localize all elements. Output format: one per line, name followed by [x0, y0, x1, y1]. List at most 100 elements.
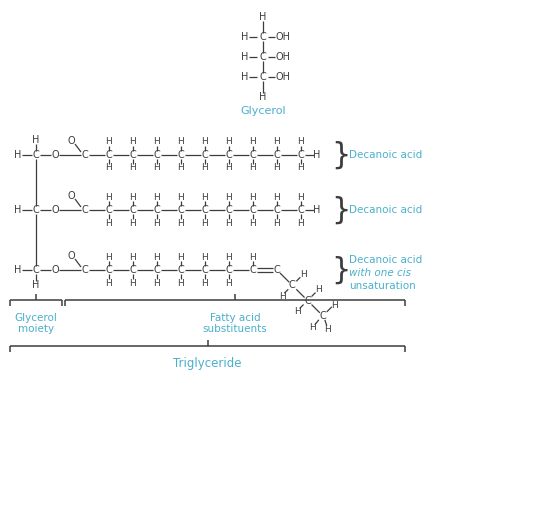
Text: H: H: [153, 252, 160, 261]
Text: H: H: [14, 150, 22, 160]
Text: C: C: [319, 311, 326, 321]
Text: H: H: [153, 137, 160, 147]
Text: H: H: [202, 252, 208, 261]
Text: H: H: [153, 218, 160, 228]
Text: H: H: [153, 193, 160, 201]
Text: C: C: [225, 150, 233, 160]
Text: H: H: [178, 252, 184, 261]
Text: H: H: [106, 278, 112, 288]
Text: OH: OH: [275, 52, 291, 62]
Text: C: C: [153, 150, 160, 160]
Text: moiety: moiety: [18, 324, 54, 334]
Text: H: H: [153, 164, 160, 173]
Text: C: C: [153, 205, 160, 215]
Text: H: H: [298, 193, 305, 201]
Text: C: C: [225, 265, 233, 275]
Text: H: H: [315, 285, 322, 294]
Text: C: C: [33, 265, 40, 275]
Text: H: H: [130, 218, 137, 228]
Text: C: C: [202, 265, 208, 275]
Text: H: H: [241, 72, 249, 82]
Text: O: O: [67, 251, 75, 261]
Text: C: C: [82, 205, 88, 215]
Text: C: C: [260, 52, 266, 62]
Text: O: O: [51, 265, 59, 275]
Text: C: C: [250, 265, 256, 275]
Text: H: H: [313, 205, 321, 215]
Text: C: C: [82, 150, 88, 160]
Text: H: H: [106, 193, 112, 201]
Text: C: C: [289, 280, 295, 290]
Text: C: C: [106, 205, 112, 215]
Text: C: C: [130, 150, 137, 160]
Text: C: C: [202, 205, 208, 215]
Text: H: H: [225, 278, 233, 288]
Text: O: O: [51, 205, 59, 215]
Text: H: H: [14, 265, 22, 275]
Text: H: H: [106, 164, 112, 173]
Text: }: }: [331, 140, 350, 169]
Text: H: H: [250, 193, 256, 201]
Text: C: C: [178, 265, 184, 275]
Text: C: C: [274, 205, 280, 215]
Text: H: H: [259, 92, 267, 102]
Text: C: C: [250, 150, 256, 160]
Text: H: H: [241, 52, 249, 62]
Text: C: C: [298, 205, 305, 215]
Text: }: }: [331, 196, 350, 225]
Text: Glycerol: Glycerol: [15, 313, 57, 323]
Text: C: C: [202, 150, 208, 160]
Text: H: H: [250, 252, 256, 261]
Text: H: H: [298, 218, 305, 228]
Text: C: C: [106, 265, 112, 275]
Text: H: H: [274, 218, 280, 228]
Text: O: O: [51, 150, 59, 160]
Text: C: C: [178, 150, 184, 160]
Text: Triglyceride: Triglyceride: [173, 358, 241, 370]
Text: Glycerol: Glycerol: [240, 106, 286, 116]
Text: H: H: [274, 164, 280, 173]
Text: H: H: [202, 137, 208, 147]
Text: O: O: [67, 136, 75, 146]
Text: C: C: [274, 265, 280, 275]
Text: OH: OH: [275, 32, 291, 42]
Text: H: H: [279, 292, 286, 301]
Text: Fatty acid: Fatty acid: [210, 313, 260, 323]
Text: H: H: [309, 323, 316, 332]
Text: C: C: [298, 150, 305, 160]
Text: H: H: [130, 252, 137, 261]
Text: Decanoic acid: Decanoic acid: [349, 205, 422, 215]
Text: Decanoic acid: Decanoic acid: [349, 150, 422, 160]
Text: C: C: [153, 265, 160, 275]
Text: C: C: [82, 265, 88, 275]
Text: C: C: [274, 150, 280, 160]
Text: H: H: [202, 218, 208, 228]
Text: H: H: [225, 218, 233, 228]
Text: H: H: [332, 301, 338, 310]
Text: substituents: substituents: [203, 324, 267, 334]
Text: H: H: [106, 252, 112, 261]
Text: C: C: [260, 32, 266, 42]
Text: OH: OH: [275, 72, 291, 82]
Text: H: H: [250, 137, 256, 147]
Text: H: H: [153, 278, 160, 288]
Text: H: H: [298, 164, 305, 173]
Text: H: H: [202, 278, 208, 288]
Text: H: H: [202, 164, 208, 173]
Text: H: H: [33, 280, 40, 290]
Text: H: H: [225, 137, 233, 147]
Text: H: H: [130, 193, 137, 201]
Text: C: C: [33, 150, 40, 160]
Text: C: C: [33, 205, 40, 215]
Text: C: C: [304, 296, 311, 306]
Text: H: H: [130, 164, 137, 173]
Text: H: H: [33, 135, 40, 145]
Text: C: C: [250, 205, 256, 215]
Text: H: H: [313, 150, 321, 160]
Text: }: }: [331, 256, 350, 285]
Text: H: H: [178, 137, 184, 147]
Text: H: H: [259, 12, 267, 22]
Text: H: H: [294, 307, 301, 316]
Text: H: H: [250, 164, 256, 173]
Text: H: H: [225, 193, 233, 201]
